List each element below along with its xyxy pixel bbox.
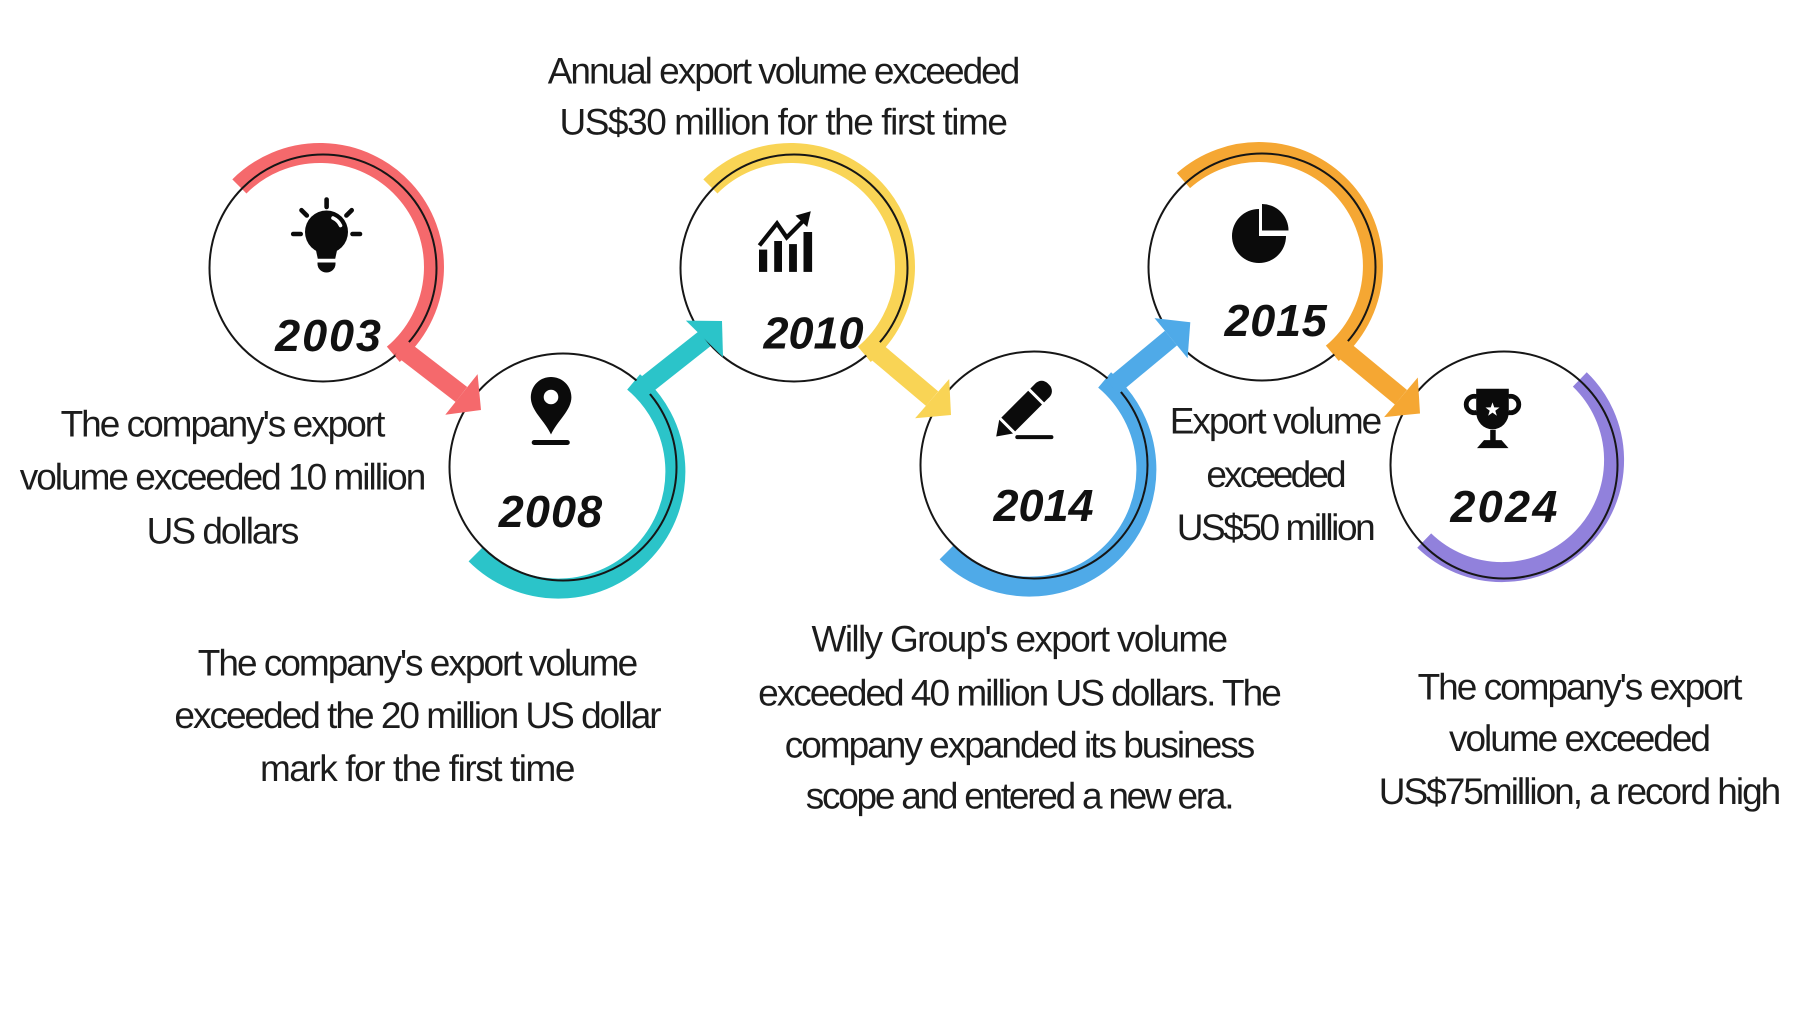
svg-text:exceeded 40 million US dollars: exceeded 40 million US dollars. The xyxy=(758,672,1280,713)
svg-text:2003: 2003 xyxy=(274,310,383,361)
svg-text:2008: 2008 xyxy=(498,486,604,537)
svg-text:scope and entered a new era.: scope and entered a new era. xyxy=(806,776,1233,817)
svg-text:2024: 2024 xyxy=(1449,481,1559,532)
svg-text:US$50 million: US$50 million xyxy=(1177,507,1374,548)
svg-text:Export volume: Export volume xyxy=(1170,401,1381,442)
svg-text:exceeded the 20 million US dol: exceeded the 20 million US dollar xyxy=(174,695,661,736)
svg-text:US dollars: US dollars xyxy=(147,511,299,552)
svg-text:Willy Group's export volume: Willy Group's export volume xyxy=(812,619,1227,660)
svg-text:2015: 2015 xyxy=(1224,295,1328,346)
svg-text:2010: 2010 xyxy=(762,308,863,359)
svg-text:2014: 2014 xyxy=(992,480,1093,531)
svg-text:US$75million, a record high: US$75million, a record high xyxy=(1379,771,1780,812)
svg-text:The company's export: The company's export xyxy=(61,404,387,445)
svg-text:volume exceeded 10 million: volume exceeded 10 million xyxy=(20,457,425,498)
svg-text:Annual export volume exceeded: Annual export volume exceeded xyxy=(548,51,1019,92)
svg-text:volume exceeded: volume exceeded xyxy=(1449,718,1709,759)
svg-text:The company's export: The company's export xyxy=(1418,666,1744,707)
svg-text:mark for the first time: mark for the first time xyxy=(260,748,574,789)
svg-text:company expanded its business: company expanded its business xyxy=(785,725,1255,766)
svg-text:The company's export volume: The company's export volume xyxy=(198,642,637,683)
svg-text:US$30 million for the first ti: US$30 million for the first time xyxy=(559,102,1006,143)
svg-text:exceeded: exceeded xyxy=(1206,454,1345,495)
